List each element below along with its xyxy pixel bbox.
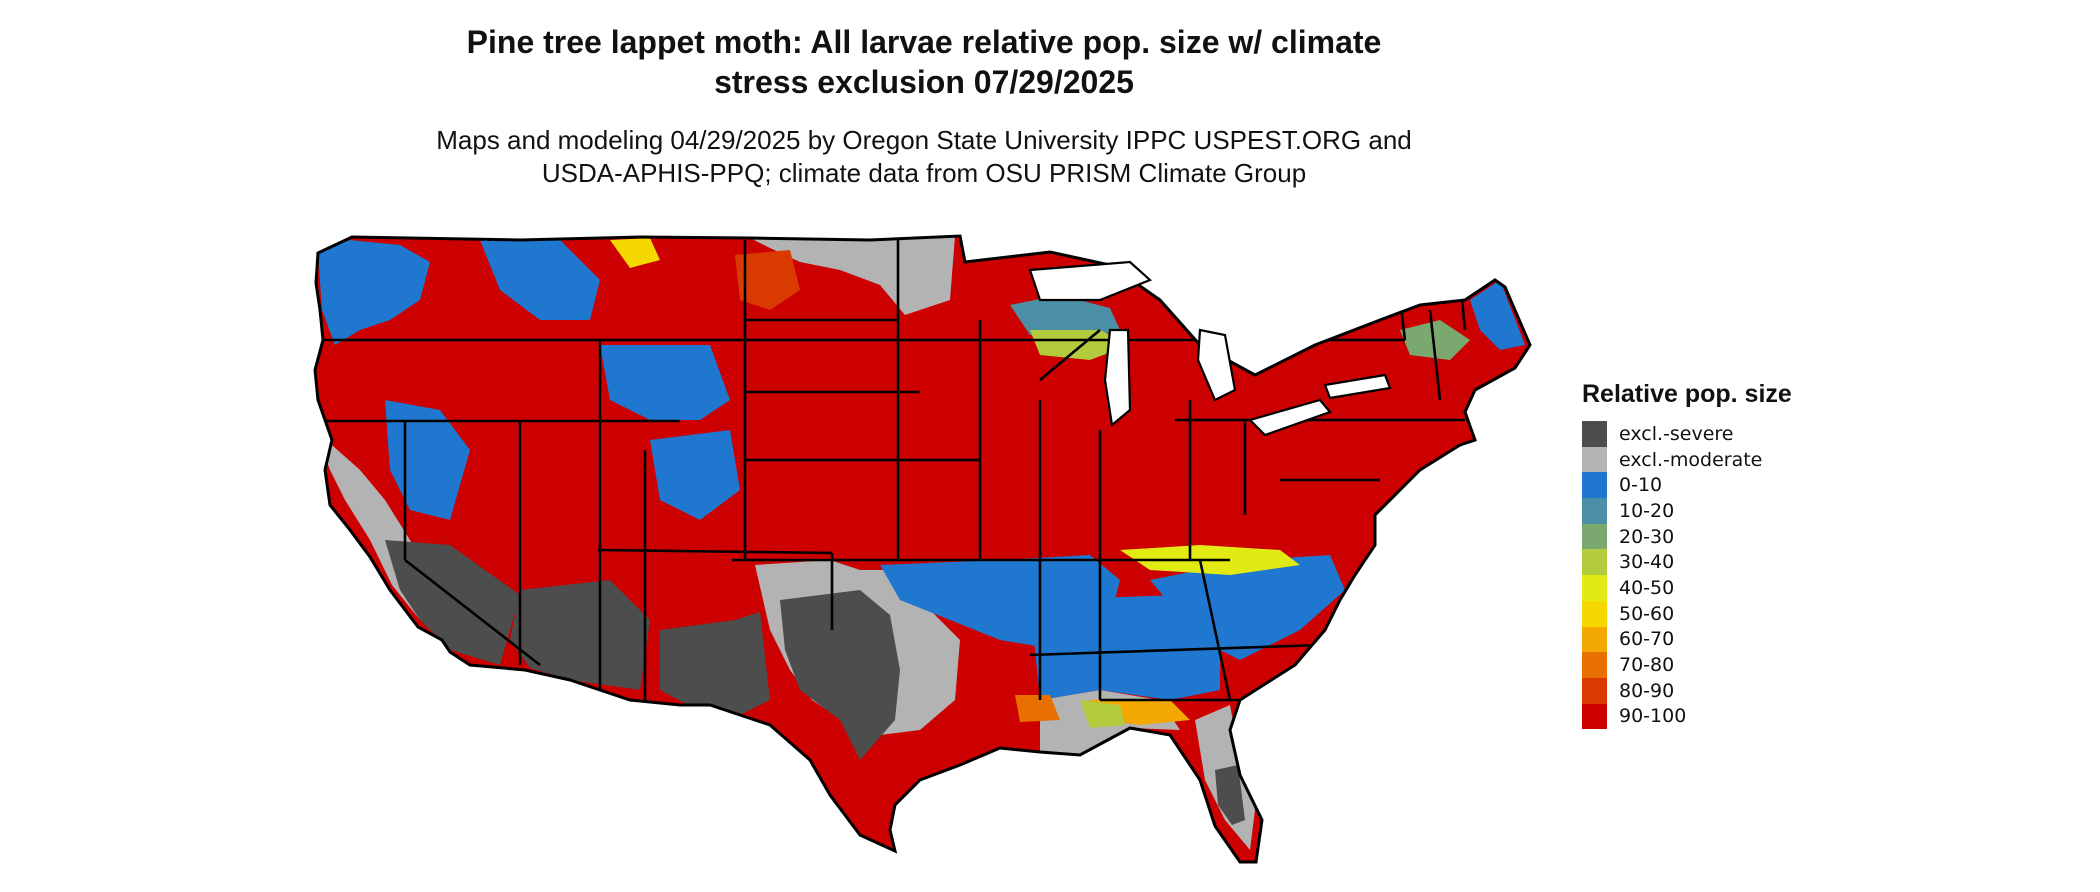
- legend-swatch: [1582, 523, 1607, 550]
- title-line-2: stress exclusion 07/29/2025: [714, 64, 1134, 100]
- legend-item: 30-40: [1582, 549, 1792, 576]
- legend-item: 10-20: [1582, 498, 1792, 524]
- legend-label: 70-80: [1619, 654, 1675, 677]
- legend-label: excl.-moderate: [1619, 448, 1763, 471]
- legend-swatch: [1582, 421, 1607, 447]
- legend-swatch: [1582, 677, 1607, 704]
- legend-item: 90-100: [1582, 703, 1792, 730]
- legend-swatch: [1582, 498, 1607, 524]
- legend-label: 60-70: [1619, 628, 1675, 651]
- legend-swatch: [1582, 472, 1607, 499]
- great-lakes: [1028, 260, 1392, 437]
- title-line-1: Pine tree lappet moth: All larvae relati…: [466, 24, 1382, 60]
- legend-swatch: [1582, 626, 1607, 653]
- legend: Relative pop. size excl.-severe excl.-mo…: [1582, 380, 1792, 730]
- legend-item: 80-90: [1582, 677, 1792, 704]
- legend-item: 60-70: [1582, 626, 1792, 653]
- us-outline: [313, 234, 1532, 864]
- legend-item: 40-50: [1582, 575, 1792, 601]
- legend-item: 20-30: [1582, 523, 1792, 550]
- legend-label: 10-20: [1619, 499, 1675, 522]
- model-raster: [315, 236, 1530, 862]
- legend-swatch: [1582, 703, 1607, 730]
- legend-swatch: [1582, 446, 1607, 473]
- subtitle-line-1: Maps and modeling 04/29/2025 by Oregon S…: [436, 125, 1412, 155]
- legend-label: 80-90: [1619, 679, 1675, 702]
- map-title: Pine tree lappet moth: All larvae relati…: [0, 22, 1848, 102]
- legend-item: excl.-severe: [1582, 421, 1792, 447]
- legend-swatch: [1582, 600, 1607, 627]
- legend-item: 70-80: [1582, 652, 1792, 678]
- legend-label: 50-60: [1619, 602, 1675, 625]
- legend-swatch: [1582, 575, 1607, 601]
- legend-label: 20-30: [1619, 525, 1675, 548]
- us-map: [313, 234, 1532, 864]
- state-boundaries: [322, 240, 1467, 702]
- legend-label: 40-50: [1619, 576, 1675, 599]
- legend-label: 30-40: [1619, 551, 1675, 574]
- legend-label: 90-100: [1619, 705, 1687, 728]
- legend-item: 0-10: [1582, 472, 1792, 499]
- map-subtitle: Maps and modeling 04/29/2025 by Oregon S…: [0, 124, 1848, 190]
- legend-items: excl.-severe excl.-moderate 0-10 10-20 2…: [1582, 421, 1792, 730]
- legend-label: excl.-severe: [1619, 422, 1734, 445]
- legend-item: 50-60: [1582, 600, 1792, 627]
- legend-label: 0-10: [1619, 474, 1663, 497]
- legend-swatch: [1582, 549, 1607, 576]
- legend-swatch: [1582, 652, 1607, 678]
- subtitle-line-2: USDA-APHIS-PPQ; climate data from OSU PR…: [541, 158, 1307, 188]
- legend-title: Relative pop. size: [1582, 380, 1792, 408]
- legend-item: excl.-moderate: [1582, 446, 1792, 473]
